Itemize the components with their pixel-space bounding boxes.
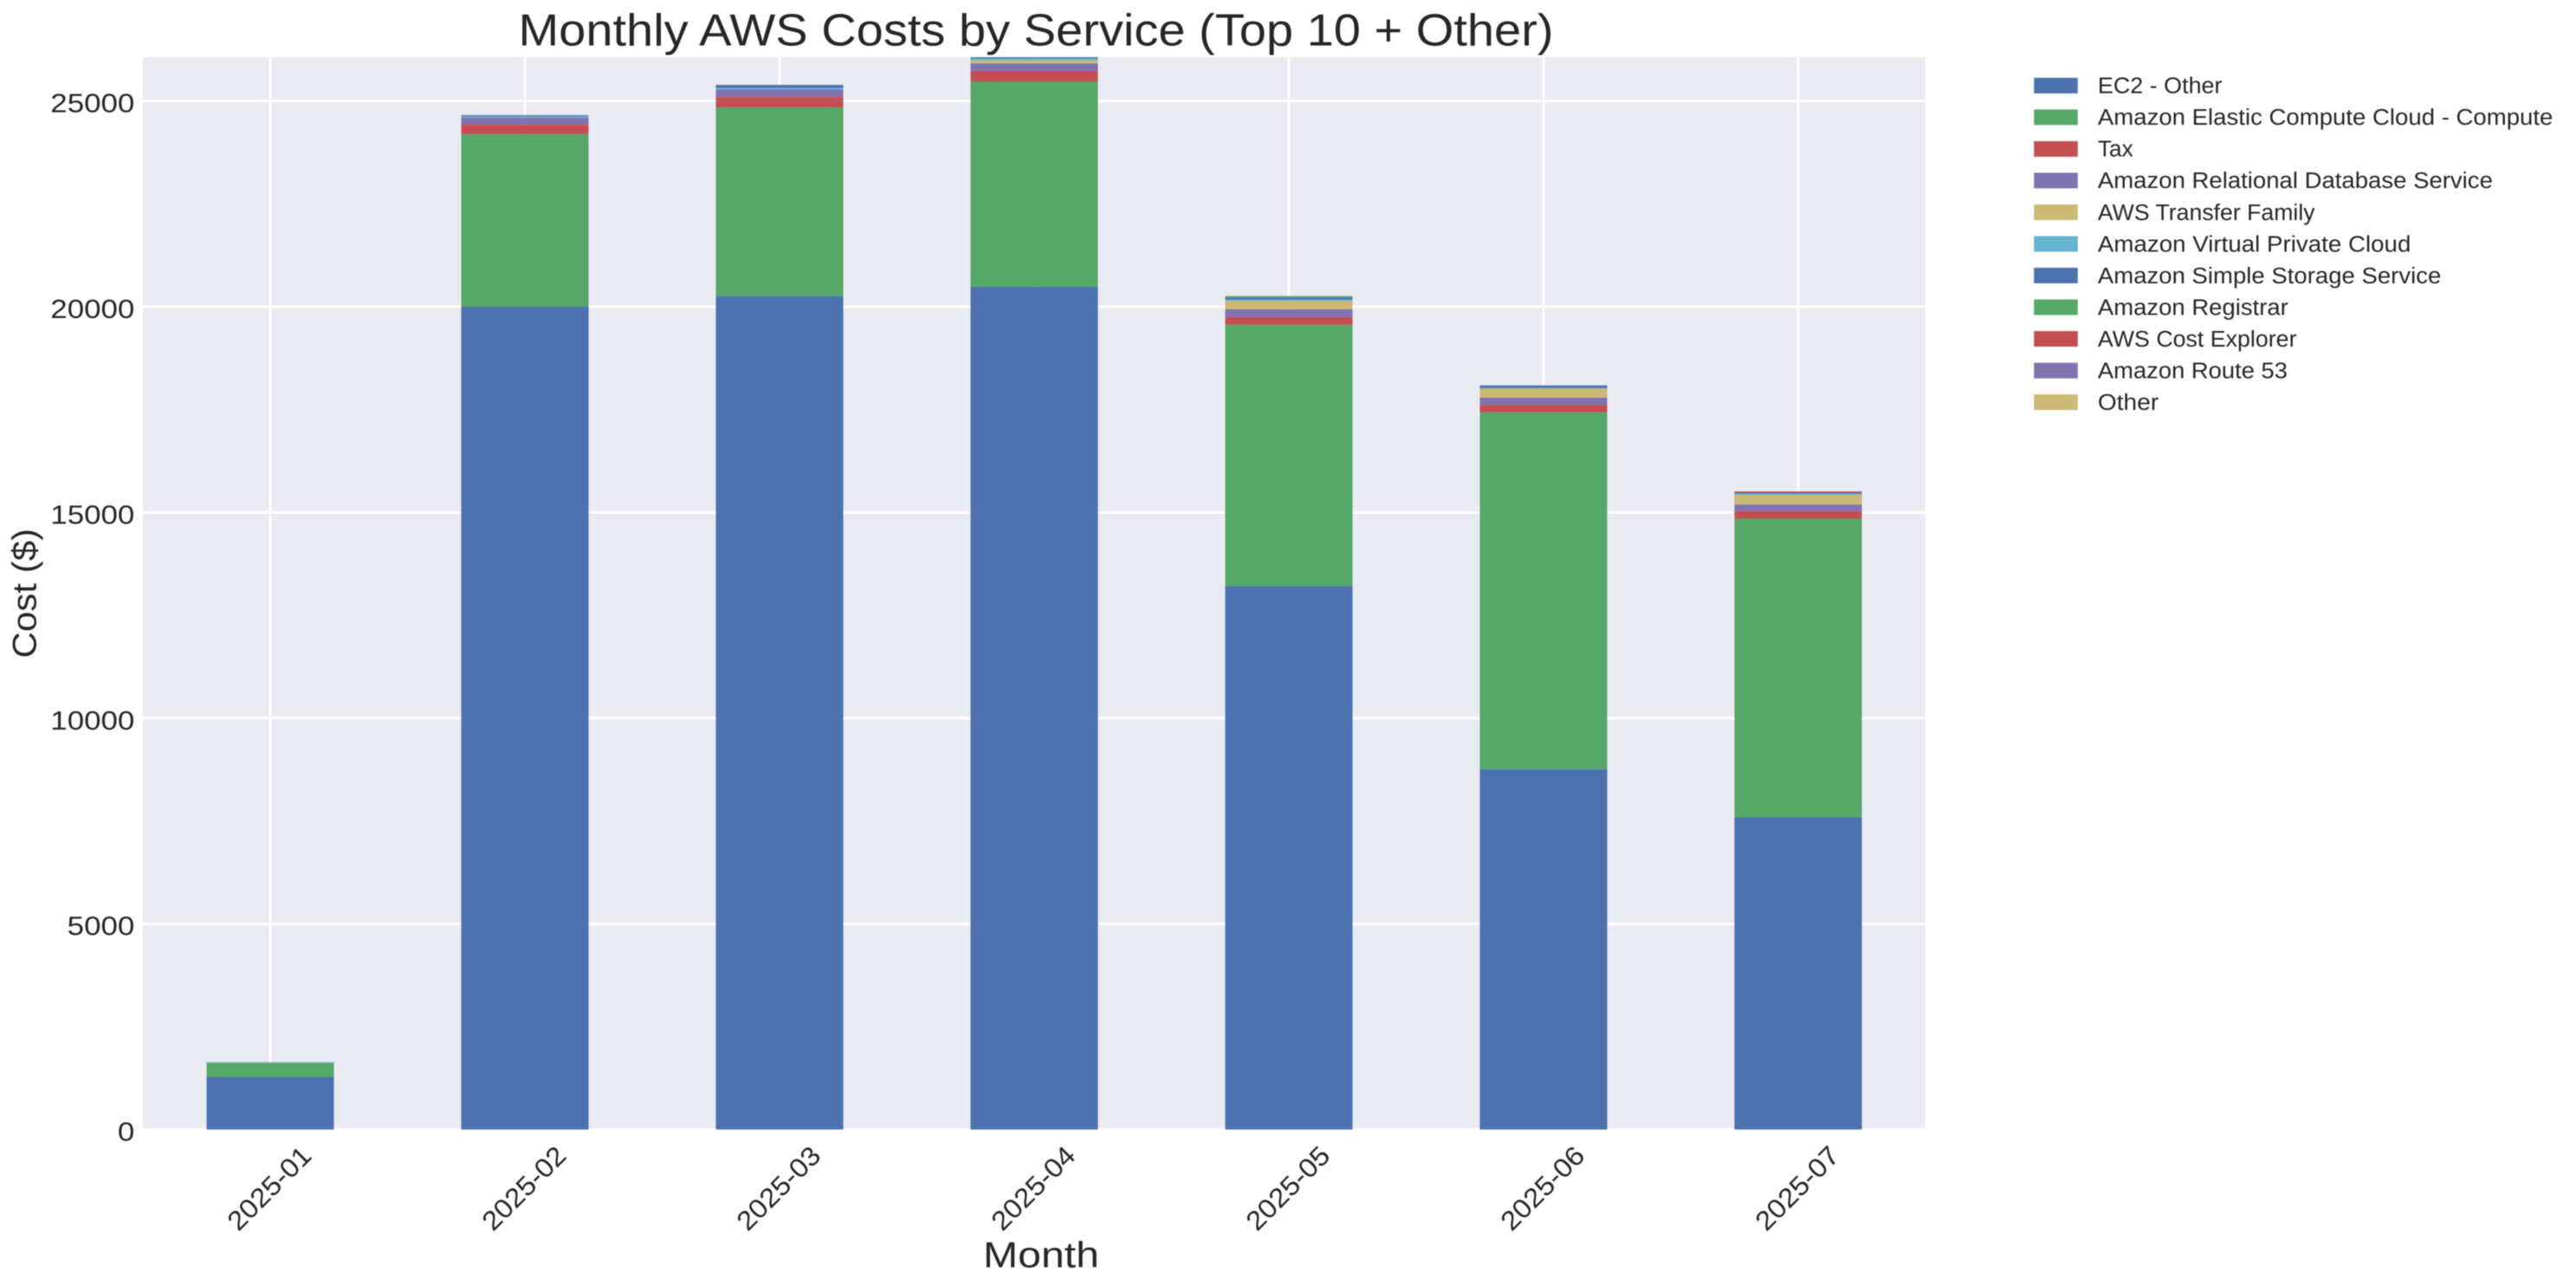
svg-text:Amazon Simple Storage Service: Amazon Simple Storage Service <box>2098 263 2441 289</box>
svg-text:Monthly AWS Costs by Service (: Monthly AWS Costs by Service (Top 10 + O… <box>519 6 1554 56</box>
svg-text:0: 0 <box>118 1117 134 1147</box>
svg-text:Month: Month <box>983 1235 1099 1275</box>
svg-text:5000: 5000 <box>68 911 135 941</box>
svg-text:Cost ($): Cost ($) <box>7 529 44 659</box>
svg-text:AWS Cost Explorer: AWS Cost Explorer <box>2098 326 2297 352</box>
svg-text:Other: Other <box>2098 389 2159 415</box>
svg-text:Amazon Elastic Compute Cloud -: Amazon Elastic Compute Cloud - Compute <box>2098 104 2553 130</box>
svg-text:10000: 10000 <box>50 705 134 736</box>
svg-text:Tax: Tax <box>2098 136 2133 162</box>
svg-text:AWS Transfer Family: AWS Transfer Family <box>2098 199 2316 225</box>
svg-text:Amazon Route 53: Amazon Route 53 <box>2098 358 2288 384</box>
svg-text:25000: 25000 <box>50 88 134 119</box>
svg-text:Amazon Virtual Private Cloud: Amazon Virtual Private Cloud <box>2098 230 2411 256</box>
svg-text:20000: 20000 <box>50 294 134 324</box>
svg-text:EC2 - Other: EC2 - Other <box>2098 73 2223 99</box>
svg-text:Amazon Registrar: Amazon Registrar <box>2098 294 2288 320</box>
svg-text:15000: 15000 <box>50 499 134 529</box>
svg-text:Amazon Relational Database Ser: Amazon Relational Database Service <box>2098 167 2493 193</box>
